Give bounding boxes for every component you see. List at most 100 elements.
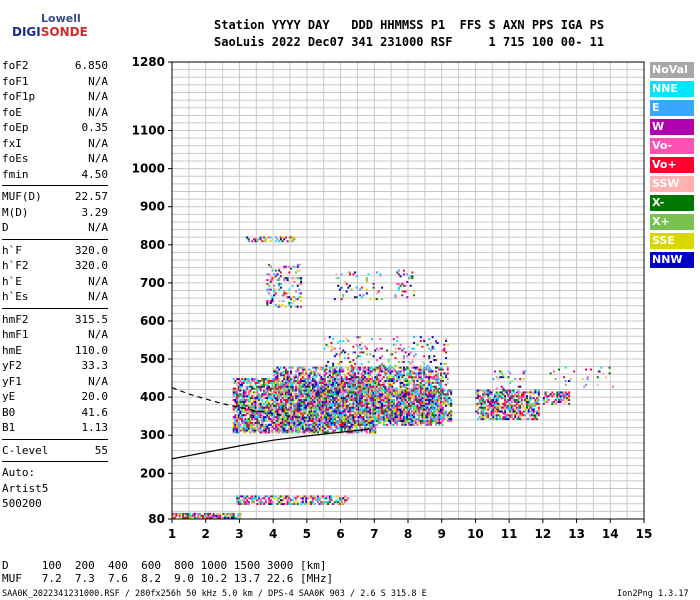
echo-point <box>298 372 301 375</box>
echo-point <box>504 412 507 415</box>
echo-point <box>298 379 301 382</box>
echo-point <box>308 395 311 398</box>
echo-point <box>283 383 286 386</box>
echo-point <box>333 355 336 358</box>
echo-point <box>409 389 412 392</box>
echo-point <box>333 397 336 400</box>
echo-point <box>374 408 377 411</box>
param-row: foEs N/A <box>2 151 108 167</box>
echo-point <box>424 387 427 390</box>
echo-point <box>421 385 424 388</box>
echo-point <box>251 385 254 388</box>
echo-point <box>333 381 336 384</box>
echo-point <box>482 391 485 394</box>
echo-point <box>421 378 424 381</box>
echo-point <box>311 399 314 402</box>
echo-point <box>254 391 257 394</box>
echo-point <box>350 376 353 379</box>
echo-point <box>347 395 350 398</box>
echo-point <box>446 395 449 398</box>
echo-point <box>335 370 338 373</box>
echo-point <box>281 389 284 392</box>
echo-point <box>402 416 405 419</box>
echo-point <box>487 391 490 394</box>
echo-point <box>288 421 291 424</box>
echo-point <box>237 395 240 398</box>
echo-point <box>429 349 432 352</box>
echo-point <box>431 370 434 373</box>
echo-point <box>283 391 286 394</box>
echo-point <box>387 391 390 394</box>
echo-point <box>495 402 498 405</box>
echo-point <box>372 421 375 424</box>
echo-point <box>315 423 318 426</box>
echo-point <box>320 391 323 394</box>
echo-point <box>402 366 405 369</box>
echo-point <box>315 427 318 430</box>
echo-point <box>338 427 341 430</box>
echo-point <box>311 410 314 413</box>
echo-point <box>381 416 384 419</box>
echo-point <box>298 393 301 396</box>
echo-point <box>306 404 309 407</box>
echo-point <box>477 393 480 396</box>
echo-point <box>273 404 276 407</box>
echo-point <box>436 404 439 407</box>
echo-point <box>364 385 367 388</box>
echo-point <box>296 427 299 430</box>
echo-point <box>325 385 328 388</box>
echo-point <box>244 389 247 392</box>
echo-point <box>252 379 255 382</box>
echo-point <box>389 423 392 426</box>
echo-point <box>411 416 414 419</box>
echo-point <box>482 393 485 396</box>
echo-point <box>414 399 417 402</box>
echo-point <box>369 414 372 417</box>
echo-point <box>345 421 348 424</box>
echo-point <box>274 402 277 405</box>
echo-point <box>386 368 389 371</box>
echo-point <box>490 410 493 413</box>
echo-point <box>387 385 390 388</box>
echo-point <box>372 389 375 392</box>
echo-point <box>413 397 416 400</box>
echo-point <box>426 397 429 400</box>
echo-point <box>266 400 269 403</box>
echo-point <box>402 404 405 407</box>
echo-point <box>347 372 350 375</box>
echo-point <box>342 425 345 428</box>
echo-point <box>325 366 328 369</box>
echo-point <box>298 412 301 415</box>
echo-point <box>379 399 382 402</box>
echo-point <box>328 393 331 396</box>
echo-point <box>411 421 414 424</box>
echo-point <box>323 408 326 411</box>
echo-point <box>377 400 380 403</box>
echo-point <box>450 400 453 403</box>
echo-point <box>273 423 276 426</box>
echo-point <box>290 416 292 419</box>
echo-point <box>375 393 378 396</box>
echo-point <box>401 419 404 422</box>
echo-point <box>340 395 343 398</box>
echo-point <box>264 412 267 415</box>
echo-point <box>372 397 375 400</box>
echo-point <box>402 379 405 382</box>
echo-point <box>237 397 240 400</box>
echo-point <box>295 389 298 392</box>
echo-point <box>448 416 451 419</box>
echo-point <box>241 385 244 388</box>
echo-point <box>389 410 392 413</box>
echo-point <box>394 393 397 396</box>
echo-point <box>493 406 496 409</box>
echo-point <box>372 418 375 421</box>
echo-point <box>330 408 333 411</box>
param-name: yE <box>2 390 16 403</box>
echo-point <box>399 387 402 390</box>
echo-point <box>286 381 289 384</box>
echo-point <box>355 402 358 405</box>
echo-point <box>362 395 365 398</box>
echo-point <box>266 431 269 434</box>
echo-point <box>269 414 272 417</box>
echo-point <box>440 406 443 409</box>
